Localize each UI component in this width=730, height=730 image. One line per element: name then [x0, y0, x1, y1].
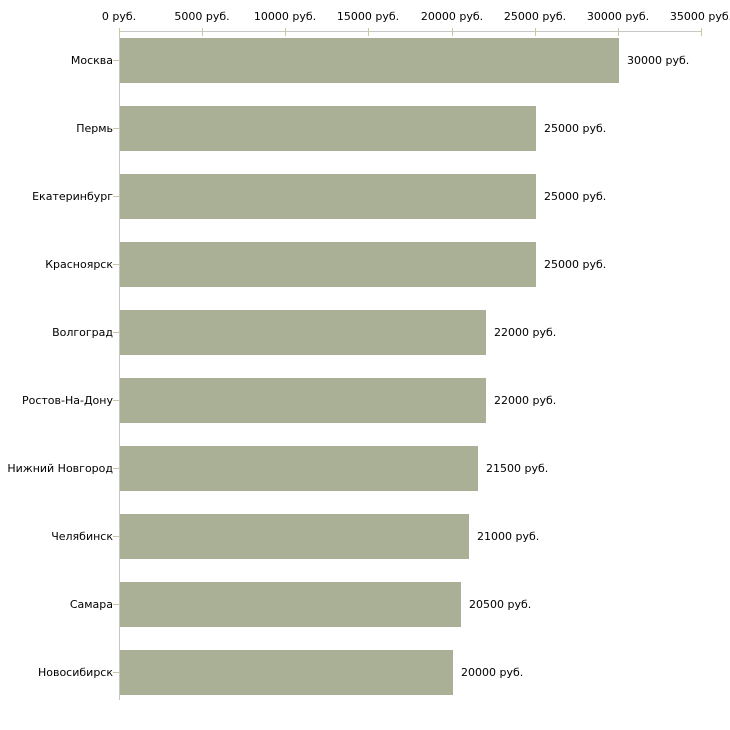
value-label: 20500 руб. [469, 598, 532, 611]
category-label: Москва [70, 54, 113, 67]
bar [120, 174, 536, 219]
category-tick-mark [113, 604, 119, 605]
category-tick-mark [113, 536, 119, 537]
bar [120, 514, 469, 559]
category-label: Пермь [76, 122, 113, 135]
category-label: Нижний Новгород [7, 462, 113, 475]
category-tick-mark [113, 400, 119, 401]
x-axis-tick-mark [452, 28, 453, 36]
category-tick-mark [113, 60, 119, 61]
bar [120, 310, 486, 355]
x-axis-tick-label: 25000 руб. [503, 10, 567, 23]
bar [120, 650, 453, 695]
value-label: 22000 руб. [494, 326, 557, 339]
y-axis-line [119, 31, 120, 700]
bar [120, 38, 619, 83]
x-axis-tick-mark [119, 28, 120, 36]
value-label: 22000 руб. [494, 394, 557, 407]
x-axis-tick-label: 35000 руб. [669, 10, 730, 23]
category-label: Ростов-На-Дону [21, 394, 113, 407]
value-label: 25000 руб. [544, 190, 607, 203]
x-axis-line [119, 31, 702, 32]
value-label: 20000 руб. [461, 666, 524, 679]
x-axis-tick-label: 0 руб. [101, 10, 137, 23]
bar [120, 378, 486, 423]
category-tick-mark [113, 264, 119, 265]
x-axis-tick-label: 30000 руб. [586, 10, 650, 23]
bar [120, 106, 536, 151]
bar [120, 582, 461, 627]
category-tick-mark [113, 128, 119, 129]
category-label: Самара [69, 598, 113, 611]
value-label: 21500 руб. [486, 462, 549, 475]
category-tick-mark [113, 468, 119, 469]
category-tick-mark [113, 332, 119, 333]
value-label: 21000 руб. [477, 530, 540, 543]
x-axis-tick-mark [701, 28, 702, 36]
bar [120, 242, 536, 287]
x-axis-tick-mark [535, 28, 536, 36]
x-axis-tick-label: 5000 руб. [174, 10, 230, 23]
value-label: 30000 руб. [627, 54, 690, 67]
x-axis-tick-mark [202, 28, 203, 36]
category-label: Екатеринбург [32, 190, 113, 203]
x-axis-tick-label: 10000 руб. [253, 10, 317, 23]
category-tick-mark [113, 196, 119, 197]
x-axis-tick-mark [368, 28, 369, 36]
category-label: Красноярск [45, 258, 113, 271]
x-axis-tick-mark [618, 28, 619, 36]
x-axis-tick-label: 20000 руб. [420, 10, 484, 23]
value-label: 25000 руб. [544, 122, 607, 135]
x-axis-tick-label: 15000 руб. [336, 10, 400, 23]
bar [120, 446, 478, 491]
category-label: Челябинск [51, 530, 113, 543]
category-label: Волгоград [52, 326, 113, 339]
category-label: Новосибирск [37, 666, 113, 679]
value-label: 25000 руб. [544, 258, 607, 271]
x-axis-tick-mark [285, 28, 286, 36]
category-tick-mark [113, 672, 119, 673]
